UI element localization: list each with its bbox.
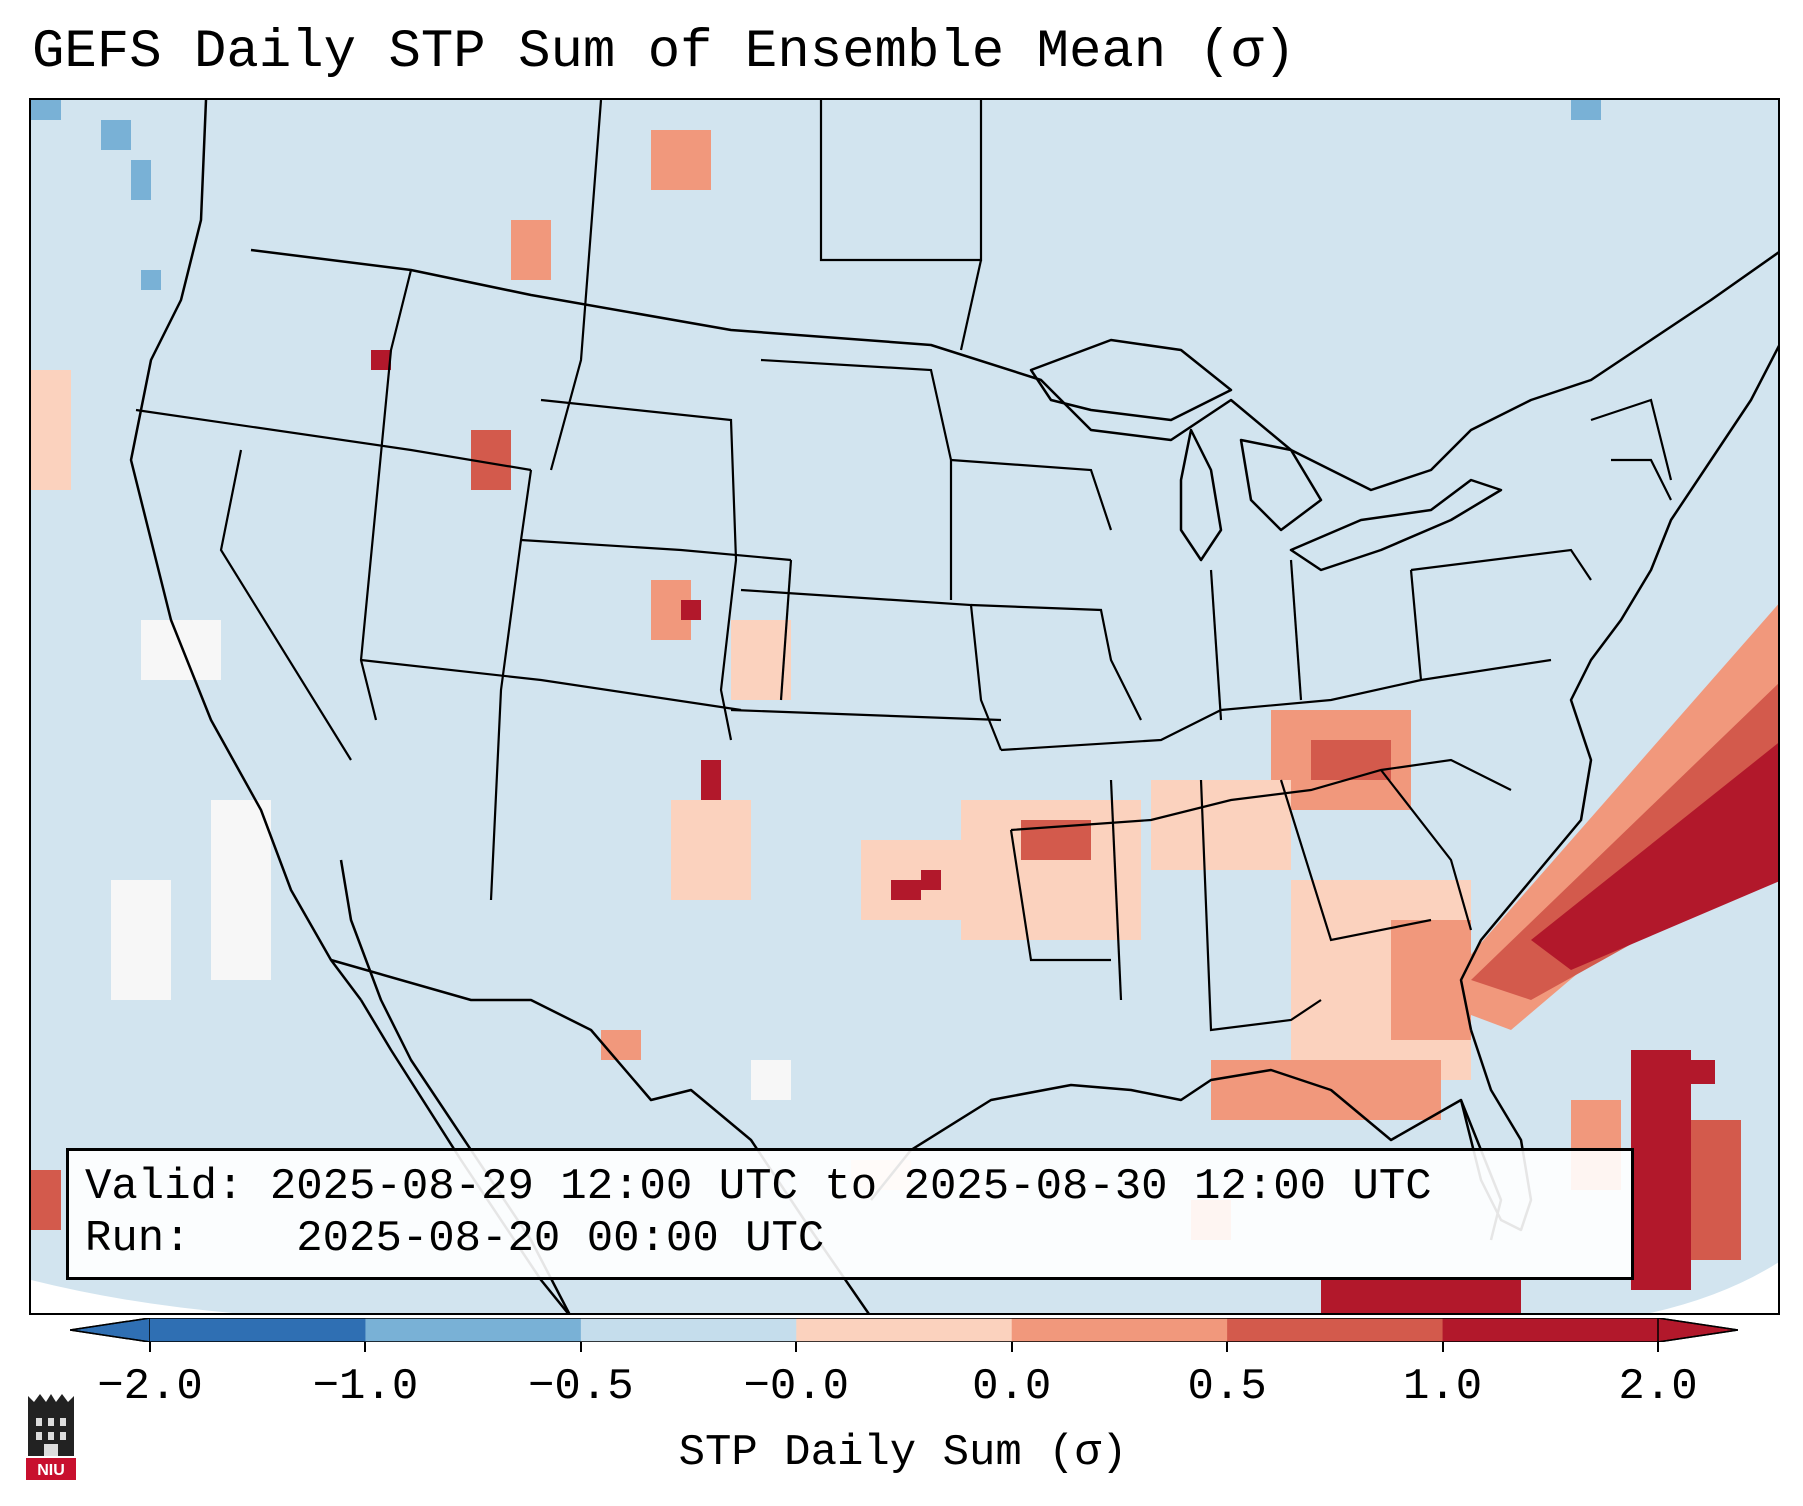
colorbar-segment (796, 1318, 1013, 1342)
colorbar-tick-label: −0.0 (743, 1362, 850, 1412)
pacific-coastline (129, 100, 362, 1001)
lake-huron (1239, 438, 1323, 532)
colorbar-label: STP Daily Sum (σ) (678, 1428, 1128, 1478)
atlantic-band-mid (1471, 683, 1778, 1000)
colorbar (70, 1318, 1738, 1342)
atlantic-band-light (1431, 604, 1778, 1030)
colorbar-tick-label: 0.0 (972, 1362, 1052, 1412)
svg-text:NIU: NIU (37, 1462, 65, 1479)
boundaries (129, 100, 1778, 1313)
anomaly-field (31, 100, 1778, 1313)
valid-label: Valid: (85, 1162, 244, 1212)
colorbar-segment (1011, 1318, 1228, 1342)
run-label: Run: (85, 1214, 191, 1264)
stp-map (31, 100, 1778, 1313)
colorbar-tick-label: −2.0 (97, 1362, 203, 1412)
lake-erie-ontario (1289, 478, 1503, 572)
niu-logo-band (26, 1458, 76, 1480)
colorbar-extend-low (70, 1318, 151, 1342)
projection-corner-bottom-left (31, 1280, 233, 1313)
map-title: GEFS Daily STP Sum of Ensemble Mean (σ) (32, 22, 1296, 83)
colorbar-tick-label: 0.5 (1187, 1362, 1267, 1412)
valid-time-box: Valid: 2025-08-29 12:00 UTC to 2025-08-3… (66, 1148, 1634, 1280)
valid-range: 2025-08-29 12:00 UTC to 2025-08-30 12:00… (269, 1162, 1432, 1212)
colorbar-tick-label: 1.0 (1402, 1362, 1483, 1412)
colorbar-tick (579, 1342, 582, 1352)
colorbar-segment (1442, 1318, 1659, 1342)
colorbar-tick (795, 1342, 798, 1352)
lake-michigan (1179, 428, 1223, 562)
colorbar-tick (1441, 1342, 1444, 1352)
colorbar-tick-label: −0.5 (528, 1362, 634, 1412)
colorbar-tick-label: 2.0 (1618, 1362, 1698, 1412)
colorbar-segment (1227, 1318, 1444, 1342)
colorbar-extend-high (1657, 1318, 1738, 1342)
run-time: 2025-08-20 00:00 UTC (296, 1214, 825, 1264)
colorbar-tick (1226, 1342, 1229, 1352)
map-panel[interactable] (29, 98, 1780, 1315)
colorbar-segment (365, 1318, 582, 1342)
projection-corner-bottom-right (1650, 1262, 1778, 1313)
colorbar-segments (70, 1318, 1738, 1342)
state-lines (135, 100, 1673, 1032)
colorbar-tick (1657, 1342, 1659, 1352)
atlantic-coastline (1459, 345, 1778, 1031)
colorbar-segment (580, 1318, 797, 1342)
niu-logo: NIU (26, 1394, 76, 1480)
colorbar-tick (1010, 1342, 1013, 1352)
lake-superior (1029, 338, 1233, 422)
colorbar-tick (364, 1342, 367, 1352)
colorbar-segment (150, 1318, 366, 1342)
colorbar-tick (149, 1342, 151, 1352)
colorbar-tick-label: −1.0 (312, 1362, 419, 1412)
atlantic-band-core (1531, 743, 1778, 970)
